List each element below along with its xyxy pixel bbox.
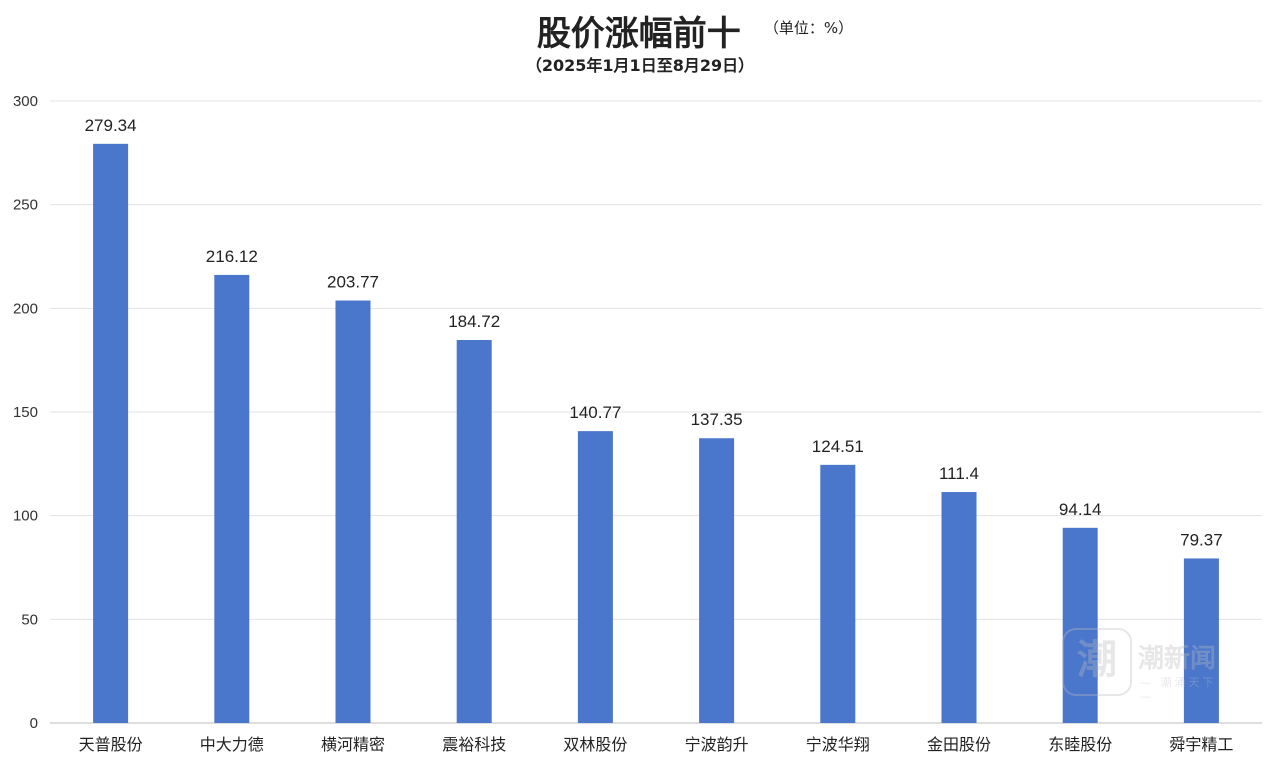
x-category-label: 舜宇精工: [1169, 736, 1233, 754]
chart-subtitle: （2025年1月1日至8月29日）: [525, 56, 755, 75]
bar: [820, 464, 856, 723]
y-tick-label: 300: [13, 93, 38, 110]
bar-value-label: 79.37: [1180, 530, 1223, 549]
y-tick-label: 250: [13, 197, 38, 214]
x-category-label: 中大力德: [200, 736, 264, 754]
chart-unit: （单位：%）: [763, 19, 854, 37]
watermark-name: 潮新闻: [1138, 644, 1217, 674]
bar: [577, 431, 613, 723]
chart-title: 股价涨幅前十: [536, 14, 741, 54]
bar-value-label: 140.77: [569, 403, 621, 422]
bar-value-label: 279.34: [85, 116, 137, 135]
bar-value-label: 137.35: [691, 410, 743, 429]
x-category-label: 宁波韵升: [685, 736, 749, 754]
x-category-label: 双林股份: [563, 736, 627, 754]
watermark-logo: 潮 潮新闻 — 潮涌天下 —: [1062, 626, 1232, 703]
bar: [699, 438, 735, 723]
bar-value-label: 111.4: [939, 464, 979, 483]
bar-value-label: 203.77: [327, 273, 379, 292]
x-category-label: 东睦股份: [1048, 736, 1112, 754]
bar: [335, 300, 371, 723]
y-tick-label: 200: [13, 300, 38, 317]
x-category-label: 横河精密: [321, 736, 385, 754]
bar: [941, 492, 977, 723]
bar-value-label: 216.12: [206, 247, 258, 266]
watermark-slogan: — 潮涌天下 —: [1140, 676, 1217, 703]
bar: [456, 340, 492, 723]
bar: [93, 143, 129, 723]
y-tick-label: 0: [30, 715, 38, 732]
y-tick-label: 100: [13, 508, 38, 525]
y-tick-label: 50: [21, 611, 38, 628]
y-tick-label: 150: [13, 404, 38, 421]
bar-value-label: 94.14: [1059, 500, 1102, 519]
bar: [214, 274, 250, 723]
chart-title-row: 股价涨幅前十 （单位：%）: [0, 6, 1280, 55]
watermark-badge: 潮: [1062, 628, 1132, 696]
bar-value-label: 124.51: [812, 437, 864, 456]
x-category-label: 震裕科技: [442, 736, 506, 754]
x-category-label: 宁波华翔: [806, 736, 870, 754]
bar-value-label: 184.72: [448, 312, 500, 331]
x-category-label: 金田股份: [927, 736, 991, 754]
bar: [1183, 558, 1219, 723]
x-category-label: 天普股份: [79, 736, 143, 754]
